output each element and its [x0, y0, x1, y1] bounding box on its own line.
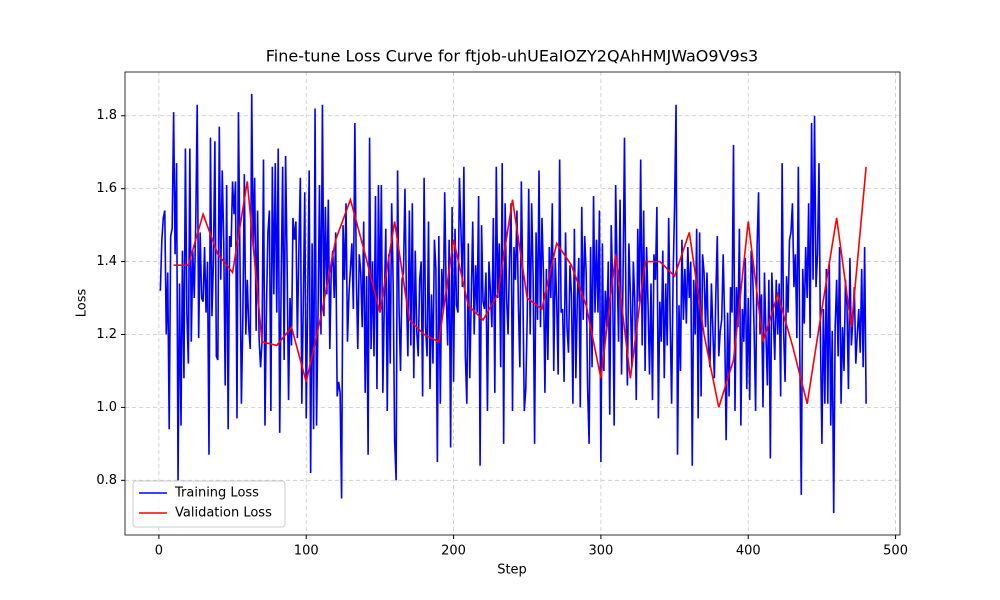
legend: Training Loss Validation Loss [132, 480, 286, 528]
x-tick-label: 400 [736, 544, 761, 559]
legend-label: Training Loss [174, 486, 259, 501]
x-axis-label: Step [497, 563, 527, 578]
y-tick-label: 1.8 [96, 108, 117, 123]
chart-title: Fine-tune Loss Curve for ftjob-uhUEaIOZY… [266, 47, 758, 66]
y-tick-label: 1.6 [96, 181, 117, 196]
legend-box [132, 480, 286, 528]
x-tick-label: 300 [588, 544, 613, 559]
x-tick-label: 500 [883, 544, 908, 559]
y-axis-label: Loss [75, 289, 90, 318]
x-tick-label: 200 [441, 544, 466, 559]
y-tick-label: 0.8 [96, 473, 117, 488]
x-tick-label: 100 [294, 544, 319, 559]
y-tick-label: 1.0 [96, 400, 117, 415]
series-line [173, 166, 867, 408]
x-tick-label: 0 [155, 544, 163, 559]
plot-frame [124, 71, 901, 536]
legend-label: Validation Loss [175, 506, 272, 521]
y-tick-label: 1.2 [96, 327, 117, 342]
y-tick-label: 1.4 [96, 254, 117, 269]
series-line [159, 93, 867, 514]
